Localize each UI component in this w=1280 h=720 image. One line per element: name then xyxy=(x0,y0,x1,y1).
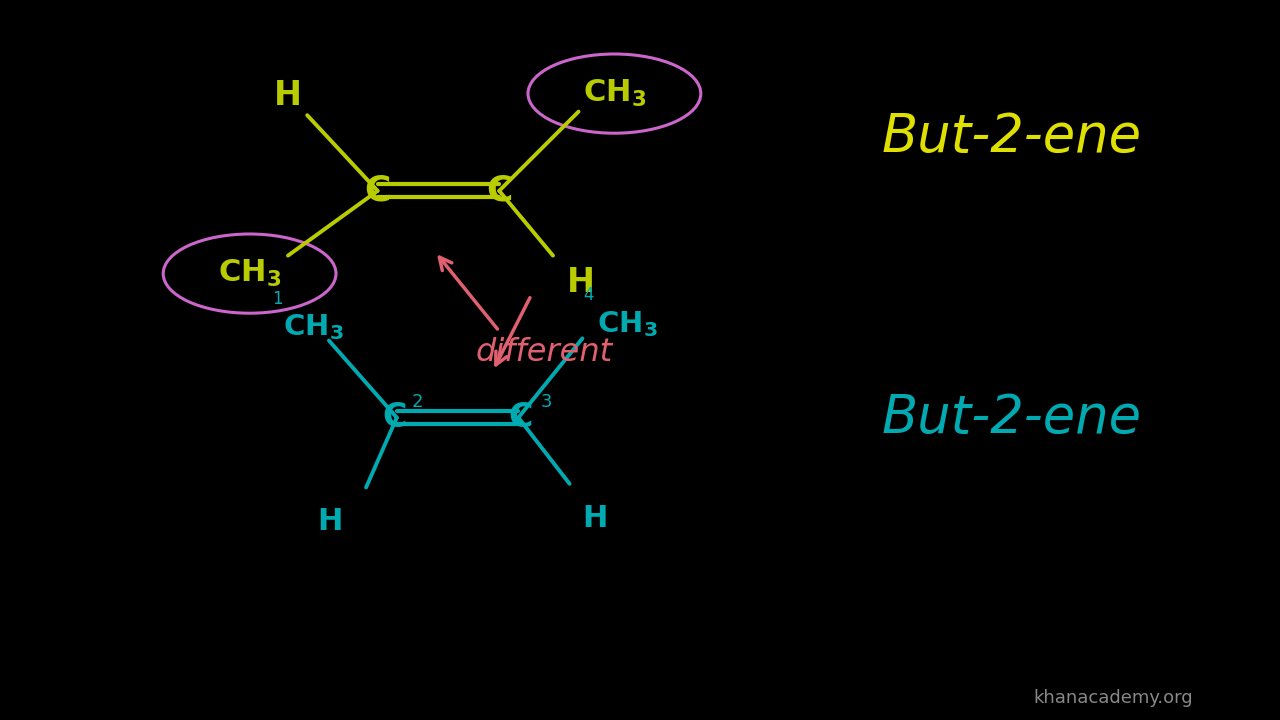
Text: H: H xyxy=(274,78,302,112)
Text: But-2-ene: But-2-ene xyxy=(881,392,1142,444)
Text: H: H xyxy=(317,508,343,536)
Text: 1: 1 xyxy=(273,289,283,307)
Text: C: C xyxy=(381,401,407,434)
Text: $\mathregular{CH_3}$: $\mathregular{CH_3}$ xyxy=(582,78,646,109)
Text: 2: 2 xyxy=(412,393,422,410)
Text: $\mathregular{CH_3}$: $\mathregular{CH_3}$ xyxy=(218,258,282,289)
Text: H: H xyxy=(567,266,595,299)
Text: C: C xyxy=(365,174,390,208)
Text: But-2-ene: But-2-ene xyxy=(881,111,1142,163)
Text: 3: 3 xyxy=(541,393,552,410)
Text: khanacademy.org: khanacademy.org xyxy=(1034,690,1193,707)
Text: 4: 4 xyxy=(584,286,594,304)
Text: different: different xyxy=(475,337,613,369)
Text: H: H xyxy=(582,504,608,533)
Text: $\mathregular{CH_3}$: $\mathregular{CH_3}$ xyxy=(596,309,658,339)
Text: C: C xyxy=(508,401,534,434)
Text: C: C xyxy=(486,174,512,208)
Text: $\mathregular{CH_3}$: $\mathregular{CH_3}$ xyxy=(283,312,344,343)
